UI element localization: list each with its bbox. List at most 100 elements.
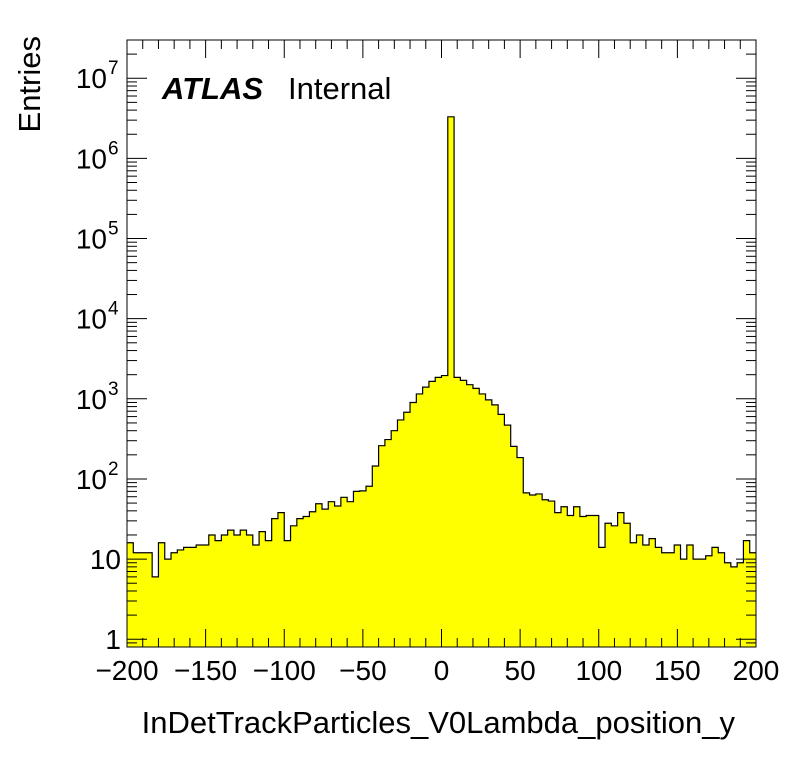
histogram-bar [667,552,675,647]
x-tick-labels: −200 −150 −100 −50 0 50 100 150 200 [95,655,779,686]
histogram-bar [611,525,618,647]
histogram-bar [189,547,197,647]
histogram-bar [516,457,524,647]
histogram-bar [472,388,480,647]
x-tick-label: 200 [733,655,780,686]
histogram-bar [353,491,361,647]
histogram-bar [277,512,285,647]
histogram-bar [164,559,172,647]
x-tick-label: 150 [654,655,701,686]
histogram-bar [504,425,511,647]
histogram-bar [208,534,216,647]
histogram-bar [127,542,134,647]
histogram-bar [586,515,593,647]
histogram-bar [133,552,140,647]
histogram-bar [598,547,606,647]
histogram-bar [252,544,260,647]
histogram-bar [152,576,159,647]
histogram-bar [737,562,744,647]
x-tick-label: 100 [575,655,622,686]
histogram-bar [705,555,713,647]
x-tick-label: −150 [174,655,237,686]
histogram-bar [284,540,291,647]
histogram-bars [127,116,757,647]
histogram-bar [334,505,342,647]
y-tick-exponent: 7 [108,58,119,79]
histogram-bar [674,544,681,647]
histogram-bar [535,493,543,647]
histogram-bar [479,393,486,647]
histogram-bar [196,544,203,647]
histogram-bar [177,549,184,647]
histogram-bar [366,486,373,647]
histogram-bar [699,559,706,647]
histogram-bar [510,446,518,647]
histogram-bar [422,387,430,647]
histogram-bar [315,503,323,647]
histogram-bar [435,377,442,647]
x-tick-label: −200 [95,655,158,686]
histogram-bar [240,530,247,647]
histogram-bar [347,501,354,647]
histogram-bar [573,506,581,647]
y-tick-label: 10 [76,224,107,255]
histogram-bar [145,552,153,647]
y-axis-label: Entries [12,36,47,132]
histogram-bar [359,490,367,647]
histogram-bar [466,384,474,647]
histogram-bar [397,419,405,647]
histogram-bar [642,544,650,647]
x-axis-label: InDetTrackParticles_V0Lambda_position_y [142,705,736,740]
histogram-bar [139,552,147,647]
histogram-bar [441,375,449,647]
histogram-bar [548,501,556,647]
histogram-bar [265,540,272,647]
histogram-bar [636,534,644,647]
histogram-bar [428,381,436,647]
histogram-bar [158,542,166,647]
histogram-bar [743,540,751,647]
histogram-bar [686,544,694,647]
histogram-bar [391,430,398,647]
histogram-bar [454,377,461,647]
y-tick-label: 10 [76,384,107,415]
histogram-bar [447,116,455,647]
histogram-bar [661,552,669,647]
histogram-bar [592,515,600,647]
histogram-bar [567,515,574,647]
x-tick-label: −100 [253,655,316,686]
x-tick-label: 0 [434,655,450,686]
histogram-bar [693,559,700,647]
histogram-bar [328,501,335,647]
axis-ticks [126,39,757,648]
y-tick-label: 10 [76,143,107,174]
y-tick-label: 10 [76,63,107,94]
histogram-bar [416,393,423,647]
histogram-bar [340,497,348,647]
histogram-bar [384,439,392,647]
histogram-bar [711,547,719,647]
x-tick-label: 50 [505,655,536,686]
histogram-bar [718,552,725,647]
y-tick-label: 10 [76,464,107,495]
histogram-bar [655,547,662,647]
histogram-bar [529,495,537,647]
histogram-bar [649,538,656,647]
x-tick-label: −50 [339,655,387,686]
histogram-bar [215,540,222,647]
histogram-bar [410,402,417,647]
histogram-bar [171,552,178,647]
histogram-bar [749,552,757,647]
internal-label: Internal [288,71,391,106]
y-tick-exponent: 3 [108,379,119,400]
histogram-bar [460,380,467,647]
y-tick-exponent: 4 [108,299,119,320]
histogram-bar [290,525,298,647]
histogram-bar [730,566,738,647]
y-tick-exponent: 5 [108,219,119,240]
histogram-bar [221,534,228,647]
histogram-outline [127,116,756,578]
atlas-label: ATLAS [161,71,263,106]
histogram-bar [403,412,411,647]
